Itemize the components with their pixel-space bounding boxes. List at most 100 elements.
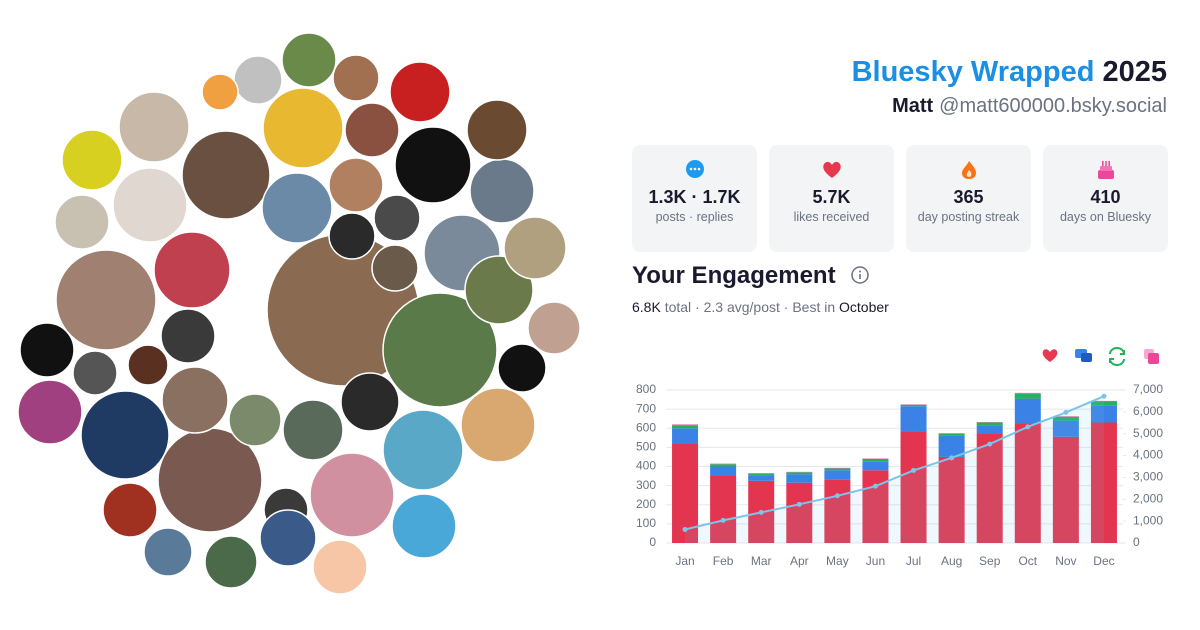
- avatar: [80, 390, 170, 480]
- icon: [1098, 161, 1114, 179]
- user: Matt @matt600000.bsky.social: [892, 95, 1167, 118]
- avatar: [161, 366, 229, 434]
- avatar: [233, 55, 283, 105]
- y-tick-label: 200: [636, 497, 656, 511]
- y-tick-label: 700: [636, 401, 656, 415]
- avatar: [72, 350, 118, 396]
- avatar: [160, 308, 216, 364]
- bar: [710, 466, 737, 476]
- icon: [686, 160, 704, 178]
- x-tick-label: Jul: [906, 554, 921, 568]
- avatar: [391, 493, 457, 559]
- bar: [786, 474, 813, 483]
- avatar: [527, 301, 581, 355]
- bar: [1090, 401, 1117, 406]
- y-tick-label: 100: [636, 516, 656, 530]
- section-title-text: Your Engagement: [632, 262, 836, 289]
- x-tick-label: Apr: [790, 554, 809, 568]
- bar: [748, 475, 775, 481]
- legend: [1042, 347, 1159, 366]
- bar: [862, 458, 889, 462]
- bar: [824, 470, 851, 480]
- stat-value: 365: [953, 187, 984, 207]
- x-tick-label: Dec: [1093, 554, 1114, 568]
- stat-card: 410 days on Bluesky: [1043, 145, 1168, 252]
- avatar: [328, 157, 384, 213]
- line-area: [685, 396, 1104, 543]
- line-point: [834, 493, 840, 499]
- stat-value: 5.7K: [812, 187, 851, 207]
- y2-tick-label: 2,000: [1133, 491, 1163, 505]
- avatar: [259, 509, 317, 567]
- avatar: [503, 216, 567, 280]
- y2-tick-label: 5,000: [1133, 426, 1163, 440]
- line-point: [682, 526, 688, 532]
- icon: [823, 161, 841, 178]
- line-point: [1025, 424, 1031, 430]
- bar: [1014, 393, 1041, 399]
- bar: [900, 406, 927, 432]
- avatar: [55, 249, 157, 351]
- bar: [862, 461, 889, 471]
- title: Bluesky Wrapped 2025: [852, 56, 1167, 89]
- stat-value: 1.3K · 1.7K: [648, 187, 741, 207]
- avatar: [153, 231, 231, 309]
- title-text: Bluesky Wrapped: [851, 56, 1095, 88]
- avatar: [466, 99, 528, 161]
- bar: [672, 425, 699, 429]
- bar: [824, 468, 851, 471]
- avatar: [469, 158, 535, 224]
- line-point: [949, 455, 955, 461]
- x-tick-label: Jan: [675, 554, 694, 568]
- line-point: [720, 517, 726, 523]
- avatar: [371, 244, 419, 292]
- legend-icon: [1042, 349, 1058, 362]
- x-tick-label: Mar: [751, 554, 772, 568]
- x-tick-label: Aug: [941, 554, 962, 568]
- stat-label: day posting streak: [917, 210, 1020, 224]
- avatar: [19, 322, 75, 378]
- avatar: [54, 194, 110, 250]
- bar: [1014, 423, 1041, 543]
- line-point: [1101, 393, 1107, 399]
- bar: [748, 480, 775, 543]
- x-tick-label: Sep: [979, 554, 1001, 568]
- bar: [1052, 436, 1079, 543]
- bar: [672, 424, 699, 426]
- bar: [900, 431, 927, 543]
- line-point: [758, 509, 764, 515]
- avatar: [382, 409, 464, 491]
- stat-label: posts · replies: [655, 210, 734, 224]
- avatar: [17, 379, 83, 445]
- x-tick-label: Feb: [713, 554, 734, 568]
- y2-tick-label: 1,000: [1133, 513, 1163, 527]
- avatar: [201, 73, 239, 111]
- bar: [672, 428, 699, 444]
- x-tick-label: Jun: [866, 554, 885, 568]
- avatar: [181, 130, 271, 220]
- stat-value: 410: [1090, 187, 1121, 207]
- stat-card: 365 day posting streak: [906, 145, 1031, 252]
- avatar: [204, 535, 258, 589]
- avatar: [328, 212, 376, 260]
- avatar-cloud: [17, 32, 581, 595]
- section-title: Your Engagement: [632, 262, 870, 290]
- avatar: [281, 32, 337, 88]
- line-point: [796, 501, 802, 507]
- bar: [1090, 405, 1117, 423]
- bar: [1090, 422, 1117, 543]
- user-name: Matt: [892, 95, 934, 117]
- legend-icon: [1075, 349, 1087, 358]
- bar: [748, 473, 775, 476]
- info-icon[interactable]: [850, 265, 870, 285]
- avatar: [118, 91, 190, 163]
- y-tick-label: 500: [636, 440, 656, 454]
- bar: [1014, 398, 1041, 424]
- y-tick-label: 0: [649, 535, 656, 549]
- stat-card: 5.7K likes received: [769, 145, 894, 252]
- avatar: [282, 399, 344, 461]
- avatar: [394, 126, 472, 204]
- y-tick-label: 800: [636, 382, 656, 396]
- x-tick-label: May: [826, 554, 849, 568]
